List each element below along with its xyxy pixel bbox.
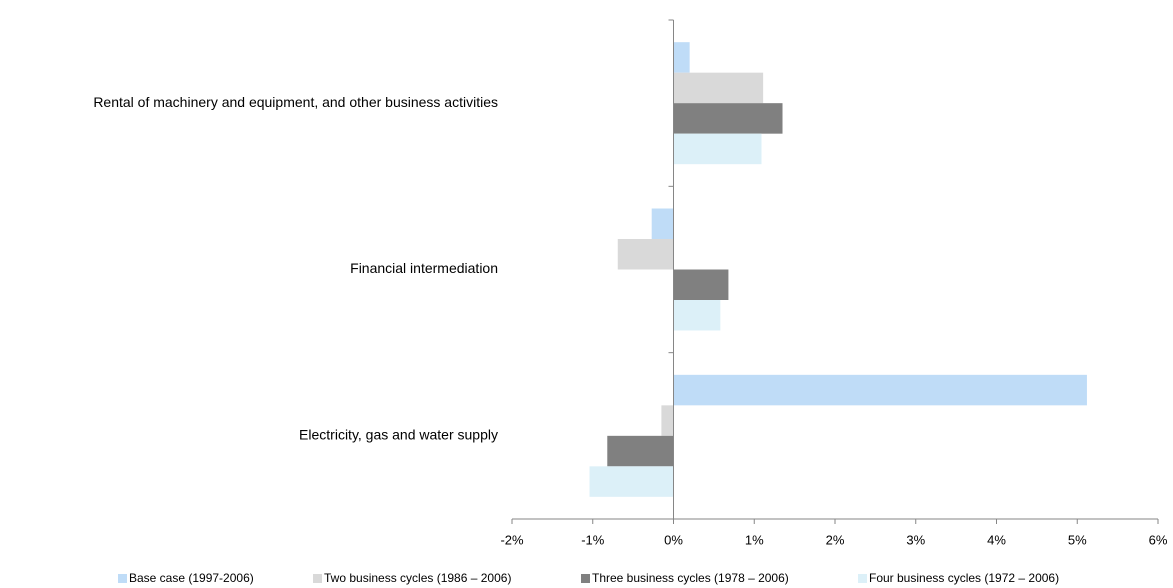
legend-label: Three business cycles (1978 – 2006) — [592, 571, 789, 585]
x-tick-label: -2% — [500, 532, 524, 547]
x-tick-label: 4% — [987, 532, 1006, 547]
bar — [661, 405, 674, 436]
category-label: Rental of machinery and equipment, and o… — [93, 94, 498, 110]
x-tick-label: 0% — [664, 532, 683, 547]
bar — [673, 103, 783, 134]
x-tick-label: 5% — [1068, 532, 1087, 547]
x-tick-label: 2% — [826, 532, 845, 547]
bar — [673, 72, 764, 104]
bar — [673, 300, 721, 331]
x-tick-label: 6% — [1149, 532, 1168, 547]
category-label: Financial intermediation — [350, 260, 498, 276]
category-label: Electricity, gas and water supply — [299, 427, 498, 443]
bar — [673, 133, 762, 165]
bar — [589, 466, 674, 497]
x-tick-label: 3% — [906, 532, 925, 547]
bar — [617, 239, 674, 270]
legend-label: Two business cycles (1986 – 2006) — [324, 571, 511, 585]
legend-swatch — [581, 574, 590, 583]
bar — [673, 269, 729, 300]
bar — [673, 42, 690, 73]
bar — [607, 435, 674, 467]
legend-label: Base case (1997-2006) — [129, 571, 254, 585]
x-tick-label: -1% — [581, 532, 605, 547]
x-tick-label: 1% — [745, 532, 764, 547]
legend-swatch — [858, 574, 867, 583]
legend-swatch — [118, 574, 127, 583]
legend-label: Four business cycles (1972 – 2006) — [869, 571, 1059, 585]
bar — [673, 374, 1087, 406]
legend-swatch — [313, 574, 322, 583]
bar — [651, 208, 674, 239]
